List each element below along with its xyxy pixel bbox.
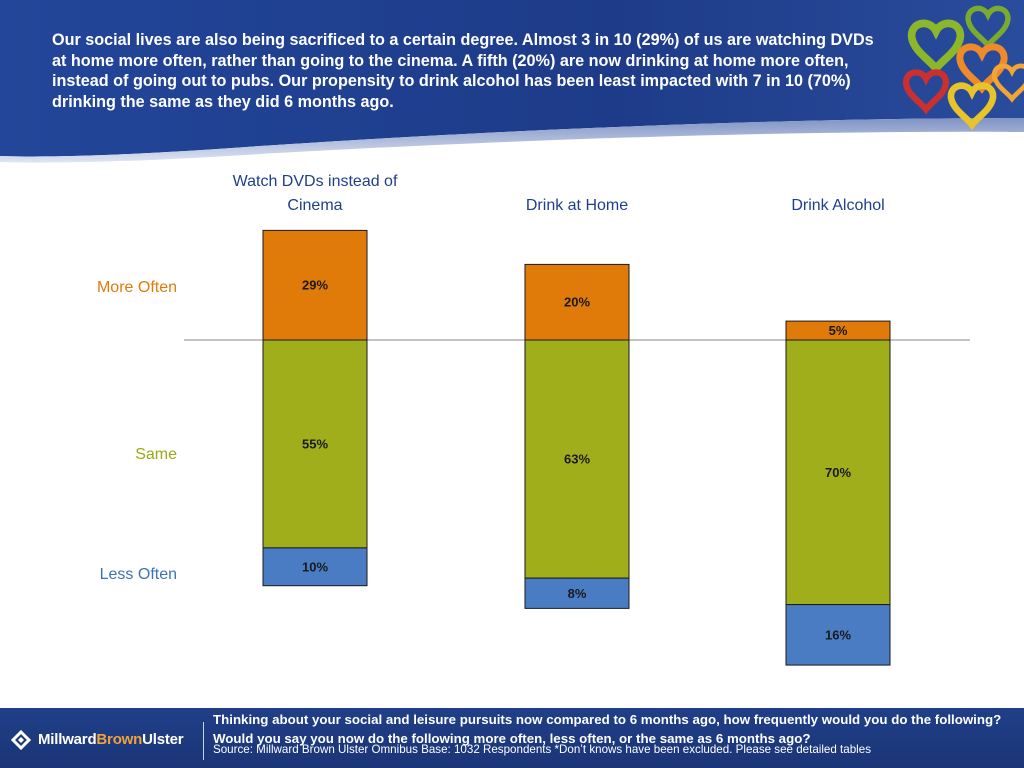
row-label-less-often: Less Often	[100, 566, 177, 583]
category-label-3: Drink Alcohol	[791, 197, 884, 214]
row-label-more-often: More Often	[97, 279, 177, 296]
data-label-less-often-1: 10%	[302, 559, 328, 574]
footer-logo: MillwardBrownUlster	[10, 728, 184, 750]
bar-same-2	[524, 339, 630, 579]
brand-part-3: Ulster	[142, 730, 184, 748]
bar-less-often-3	[785, 604, 891, 666]
category-label-2: Drink at Home	[526, 197, 628, 214]
data-label-same-1: 55%	[302, 436, 328, 451]
bar-same-3	[785, 339, 891, 606]
data-label-less-often-2: 8%	[568, 586, 587, 601]
data-label-more-often-3: 5%	[829, 323, 848, 338]
heart-logo-icon	[890, 0, 1024, 135]
bar-less-often-2	[524, 577, 630, 609]
data-label-same-3: 70%	[825, 465, 851, 480]
footer-divider	[203, 722, 204, 760]
bar-less-often-1	[262, 547, 368, 587]
row-label-same: Same	[135, 446, 177, 463]
footer-brand-name: MillwardBrownUlster	[38, 730, 184, 748]
stacked-bar-chart: 29% 55% 10% Watch DVDs instead of Cinema 20% 6…	[97, 173, 970, 666]
category-label-1: Watch DVDs instead of	[233, 173, 398, 190]
data-label-same-2: 63%	[564, 452, 590, 467]
bar-same-1	[262, 339, 368, 549]
millward-brown-mark-icon	[10, 729, 32, 750]
bar-more-often-2	[524, 263, 630, 341]
brand-part-1: Millward	[38, 730, 97, 748]
data-label-more-often-1: 29%	[302, 278, 328, 293]
data-label-less-often-3: 16%	[825, 627, 851, 642]
header-summary-text: Our social lives are also being sacrific…	[52, 31, 874, 111]
footer-source: Source: Millward Brown Ulster Omnibus Ba…	[213, 743, 871, 756]
footer-band: MillwardBrownUlster Thinking about your …	[0, 708, 1024, 768]
footer-question: Thinking about your social and leisure p…	[213, 712, 1002, 746]
data-label-more-often-2: 20%	[564, 295, 590, 310]
header-band	[0, 0, 1024, 163]
brand-part-2: Brown	[96, 730, 143, 748]
category-label-1: Cinema	[287, 197, 342, 214]
bar-more-often-1	[262, 229, 368, 341]
